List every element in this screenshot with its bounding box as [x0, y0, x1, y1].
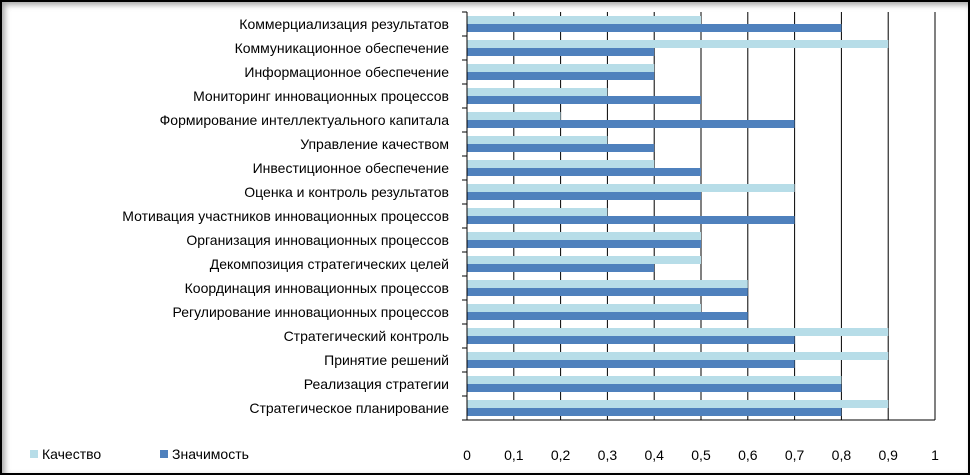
category-label: Стратегическое планирование: [249, 400, 449, 416]
bar-kachestvo: [467, 232, 701, 240]
category-label: Координация инновационных процессов: [185, 280, 449, 296]
category-label: Инвестиционное обеспечение: [253, 160, 450, 176]
bar-kachestvo: [467, 136, 608, 144]
bar-znachimost: [467, 408, 842, 416]
x-tick-label: 0,1: [504, 447, 524, 463]
legend-item-kachestvo: Качество: [30, 446, 101, 462]
category-labels: Коммерциализация результатов Коммуникацио…: [122, 16, 449, 416]
legend-label: Значимость: [172, 446, 249, 462]
category-label: Декомпозиция стратегических целей: [210, 256, 449, 272]
bar-kachestvo: [467, 88, 608, 96]
bar-znachimost: [467, 384, 842, 392]
category-label: Оценка и контроль результатов: [244, 184, 449, 200]
bar-znachimost: [467, 24, 842, 32]
bar-kachestvo: [467, 160, 655, 168]
x-tick-label: 0,2: [551, 447, 571, 463]
category-label: Информационное обеспечение: [244, 64, 449, 80]
category-label: Реализация стратегии: [304, 376, 449, 392]
bar-kachestvo: [467, 184, 795, 192]
bar-kachestvo: [467, 304, 701, 312]
x-tick-label: 1: [931, 447, 939, 463]
legend-item-znachimost: Значимость: [160, 446, 249, 462]
x-tick-labels: 0 0,1 0,2 0,3 0,4 0,5 0,6 0,7 0,8 0,9 1: [463, 447, 939, 463]
bar-kachestvo: [467, 352, 889, 360]
bar-znachimost: [467, 72, 655, 80]
x-tick-label: 0,9: [878, 447, 898, 463]
x-tick-label: 0,4: [644, 447, 664, 463]
x-tick-label: 0: [463, 447, 471, 463]
bar-znachimost: [467, 264, 655, 272]
category-label: Мотивация участников инновационных проце…: [122, 208, 449, 224]
bars: [467, 16, 889, 416]
x-tick-label: 0,5: [691, 447, 711, 463]
bar-kachestvo: [467, 40, 889, 48]
x-tick-label: 0,7: [785, 447, 805, 463]
bar-znachimost: [467, 48, 655, 56]
axes: [462, 11, 935, 421]
x-tick-label: 0,6: [738, 447, 758, 463]
legend: Качество Значимость: [30, 446, 249, 462]
bar-znachimost: [467, 168, 701, 176]
bar-znachimost: [467, 192, 701, 200]
bar-kachestvo: [467, 112, 561, 120]
bar-kachestvo: [467, 256, 701, 264]
legend-swatch: [160, 450, 168, 458]
bar-kachestvo: [467, 64, 655, 72]
bar-znachimost: [467, 144, 655, 152]
bar-kachestvo: [467, 376, 842, 384]
category-label: Организация инновационных процессов: [186, 232, 449, 248]
bar-znachimost: [467, 120, 795, 128]
bar-znachimost: [467, 216, 795, 224]
bar-znachimost: [467, 288, 748, 296]
legend-label: Качество: [42, 446, 101, 462]
category-label: Коммуникационное обеспечение: [235, 40, 450, 56]
bar-znachimost: [467, 336, 795, 344]
bar-znachimost: [467, 312, 748, 320]
bar-kachestvo: [467, 208, 608, 216]
bar-kachestvo: [467, 328, 889, 336]
bar-znachimost: [467, 96, 701, 104]
category-label: Коммерциализация результатов: [239, 16, 449, 32]
category-label: Формирование интеллектуального капитала: [160, 112, 450, 128]
bar-kachestvo: [467, 16, 701, 24]
x-tick-label: 0,3: [598, 447, 618, 463]
bar-kachestvo: [467, 280, 748, 288]
category-label: Мониторинг инновационных процессов: [193, 88, 449, 104]
category-label: Регулирование инновационных процессов: [172, 304, 449, 320]
bar-znachimost: [467, 360, 795, 368]
category-label: Принятие решений: [324, 352, 449, 368]
category-label: Управление качеством: [300, 136, 449, 152]
legend-swatch: [30, 450, 38, 458]
bar-kachestvo: [467, 400, 889, 408]
category-label: Стратегический контроль: [284, 328, 449, 344]
bar-znachimost: [467, 240, 701, 248]
x-tick-label: 0,8: [832, 447, 852, 463]
